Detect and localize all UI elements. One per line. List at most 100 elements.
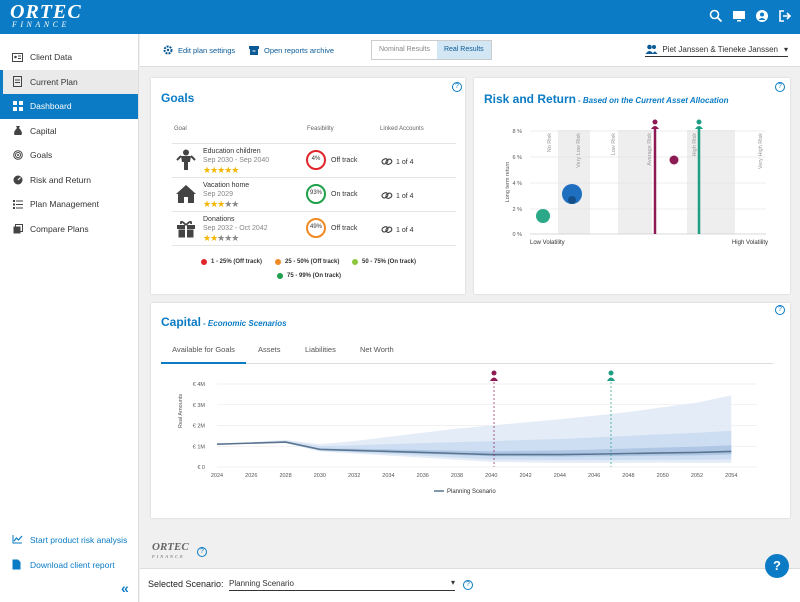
risk-help-icon[interactable]: ? [775, 82, 785, 92]
linked-accounts[interactable]: 1 of 4 [381, 191, 414, 202]
person-icon [695, 119, 703, 129]
target-icon [12, 150, 23, 161]
y-tick-label: € 1M [193, 444, 206, 450]
info-icon[interactable]: ? [197, 547, 207, 557]
download-report-link[interactable]: Download client report [12, 559, 115, 570]
tab-available-for-goals[interactable]: Available for Goals [161, 340, 246, 364]
risk-band-label: Very Low Risk [576, 133, 582, 168]
tab-assets[interactable]: Assets [258, 345, 281, 354]
x-tick-label: 2050 [657, 473, 669, 479]
risk-band-bg [558, 130, 590, 234]
x-tick-label: 2038 [451, 473, 463, 479]
goal-dates: Sep 2032 - Oct 2042 [203, 225, 268, 232]
risk-band-label: No Risk [547, 133, 553, 153]
open-reports-archive-link[interactable]: Open reports archive [249, 45, 334, 55]
scenario-help-icon[interactable]: ? [463, 580, 473, 590]
gift-icon [175, 217, 197, 239]
goal-row[interactable]: Education children Sep 2030 - Sep 2040 ★… [172, 144, 456, 178]
nominal-results-button[interactable]: Nominal Results [379, 46, 430, 53]
risk-band-bg [687, 130, 735, 234]
allocation-point[interactable] [669, 155, 679, 165]
planning-scenario-line [216, 441, 732, 456]
gauge-icon [12, 174, 23, 185]
feasibility-status: Off track [331, 225, 358, 232]
goal-column-header: Goal [174, 126, 187, 132]
x-axis-label-low: Low Volatility [530, 240, 565, 246]
risk-band-label: High Risk [692, 133, 698, 157]
legend-item: 50 - 75% (On track) [352, 259, 416, 265]
x-tick-label: 2052 [691, 473, 703, 479]
real-results-button[interactable]: Real Results [436, 41, 491, 59]
y-tick-label: 2 % [513, 207, 523, 213]
allocation-point[interactable] [568, 196, 576, 204]
person-icon [607, 370, 615, 381]
chevron-down-icon: ▾ [783, 44, 788, 54]
logout-icon[interactable] [778, 9, 792, 23]
sidebar-item-goals[interactable]: Goals [0, 143, 138, 168]
x-tick-label: 2026 [245, 473, 257, 479]
sidebar-item-risk-and-return[interactable]: Risk and Return [0, 168, 138, 193]
edit-plan-settings-link[interactable]: Edit plan settings [163, 45, 235, 55]
collapse-sidebar-icon[interactable]: « [121, 580, 129, 596]
legend-label: Planning Scenario [447, 489, 496, 495]
allocation-point[interactable] [562, 184, 582, 204]
sidebar-item-current-plan[interactable]: Current Plan [0, 69, 138, 94]
goals-title: Goals [161, 91, 195, 105]
tab-net-worth[interactable]: Net Worth [360, 345, 394, 354]
document-icon [12, 76, 23, 88]
x-tick-label: 2034 [382, 473, 394, 479]
y-tick-label: € 4M [193, 382, 206, 388]
sidebar-item-compare-plans[interactable]: Compare Plans [0, 217, 138, 242]
y-tick-label: € 0 [197, 465, 205, 471]
goal-priority-stars: ★★★★★ [203, 199, 239, 209]
goal-name: Vacation home [203, 182, 250, 189]
start-risk-analysis-link[interactable]: Start product risk analysis [12, 534, 127, 545]
goals-help-icon[interactable]: ? [452, 82, 462, 92]
goal-dates: Sep 2029 [203, 191, 233, 198]
y-tick-label: 6 % [513, 155, 523, 161]
y-tick-label: 8 % [513, 129, 523, 135]
x-tick-label: 2024 [211, 473, 223, 479]
goal-name: Donations [203, 216, 235, 223]
person-icon [490, 370, 498, 381]
goal-dates: Sep 2030 - Sep 2040 [203, 157, 270, 164]
scenario-bar: Selected Scenario: Planning Scenario ? [140, 568, 800, 602]
x-tick-label: 2054 [725, 473, 737, 479]
y-tick-label: € 2M [193, 424, 206, 430]
sidebar-item-dashboard[interactable]: Dashboard [0, 94, 138, 119]
capital-help-icon[interactable]: ? [775, 305, 785, 315]
allocation-point[interactable] [536, 209, 550, 223]
sidebar-item-capital[interactable]: Capital [0, 119, 138, 144]
feasibility-ring: 49% [306, 218, 326, 238]
search-icon[interactable] [709, 9, 723, 23]
help-fab-button[interactable]: ? [765, 554, 789, 578]
goal-priority-stars: ★★★★★ [203, 165, 239, 175]
goal-row[interactable]: Donations Sep 2032 - Oct 2042 ★★★★★ 49% … [172, 212, 456, 246]
linked-accounts[interactable]: 1 of 4 [381, 225, 414, 236]
goal-row[interactable]: Vacation home Sep 2029 ★★★★★ 93% On trac… [172, 178, 456, 212]
money-bag-icon [12, 125, 23, 136]
linked-accounts[interactable]: 1 of 4 [381, 157, 414, 168]
risk-band-label: Very High Risk [758, 133, 764, 169]
feasibility-status: On track [331, 191, 358, 198]
link-icon [381, 225, 393, 236]
y-tick-label: 4 % [513, 181, 523, 187]
link-icon [381, 191, 393, 202]
x-tick-label: 2044 [554, 473, 566, 479]
x-tick-label: 2028 [279, 473, 291, 479]
feasibility-status: Off track [331, 157, 358, 164]
ortec-logo: ORTEC FINANCE [10, 1, 82, 29]
linked-accounts-column-header: Linked Accounts [380, 126, 424, 132]
goal-priority-stars: ★★★★★ [203, 233, 239, 243]
user-icon[interactable] [755, 9, 769, 23]
client-selector[interactable]: Piet Janssen & Tieneke Janssen ▾ [645, 44, 788, 57]
settings-icon [163, 45, 173, 55]
feasibility-ring: 93% [306, 184, 326, 204]
tab-liabilities[interactable]: Liabilities [305, 345, 336, 354]
risk-band-label: Average Risk [647, 133, 653, 166]
scenario-select[interactable]: Planning Scenario [229, 578, 455, 591]
monitor-icon[interactable] [732, 9, 746, 23]
sidebar-item-plan-management[interactable]: Plan Management [0, 192, 138, 217]
sidebar-item-client-data[interactable]: Client Data [0, 45, 138, 70]
x-tick-label: 2048 [622, 473, 634, 479]
